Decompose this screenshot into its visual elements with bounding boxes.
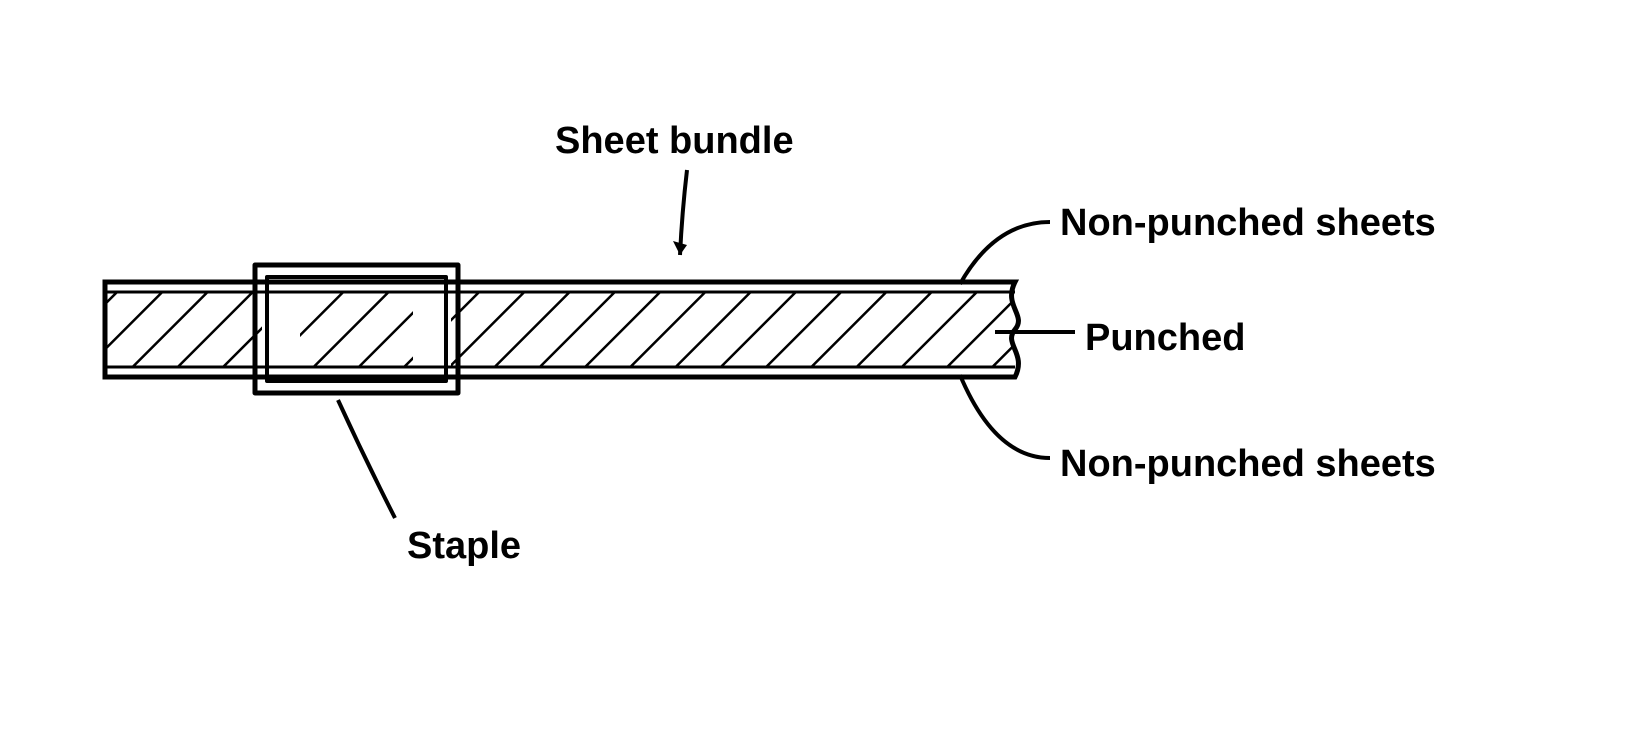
bottom-layer-label: Non-punched sheets [1060, 443, 1436, 486]
staple-label: Staple [407, 525, 521, 568]
top-layer-pointer [960, 222, 1050, 284]
diagram-canvas [0, 0, 1626, 746]
middle-layer-label: Punched [1085, 317, 1245, 360]
bottom-layer-pointer [960, 375, 1050, 458]
title-label: Sheet bundle [555, 120, 794, 163]
top-layer-label: Non-punched sheets [1060, 202, 1436, 245]
punched-region [105, 292, 1018, 367]
title-arrowhead [673, 241, 687, 255]
staple-pointer [338, 400, 395, 518]
title-pointer [680, 170, 687, 255]
